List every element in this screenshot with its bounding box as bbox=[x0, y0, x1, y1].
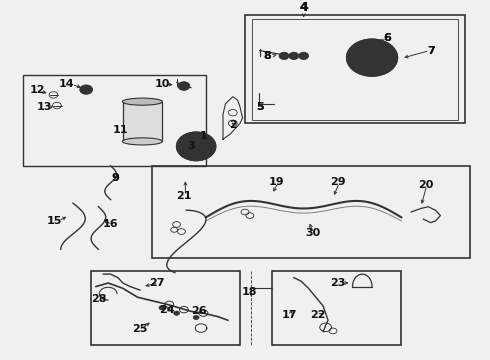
Circle shape bbox=[390, 55, 395, 60]
Bar bbox=[245, 15, 465, 123]
Bar bbox=[23, 75, 206, 166]
Text: 5: 5 bbox=[256, 102, 264, 112]
Text: 4: 4 bbox=[299, 1, 308, 14]
Circle shape bbox=[176, 132, 216, 161]
Circle shape bbox=[193, 315, 199, 320]
Text: 16: 16 bbox=[103, 220, 119, 229]
Text: 9: 9 bbox=[112, 173, 120, 183]
Text: 18: 18 bbox=[242, 287, 258, 297]
Text: 6: 6 bbox=[383, 33, 391, 43]
Circle shape bbox=[359, 42, 365, 47]
Bar bbox=[91, 271, 240, 345]
Text: 25: 25 bbox=[132, 324, 147, 334]
Text: 10: 10 bbox=[154, 79, 170, 89]
Circle shape bbox=[80, 85, 93, 94]
Circle shape bbox=[348, 55, 354, 60]
Text: 29: 29 bbox=[330, 177, 345, 187]
Bar bbox=[123, 102, 162, 141]
Circle shape bbox=[379, 68, 385, 73]
Text: 24: 24 bbox=[159, 305, 174, 315]
Text: 21: 21 bbox=[176, 191, 192, 201]
Ellipse shape bbox=[122, 98, 162, 105]
Text: 2: 2 bbox=[229, 120, 237, 130]
Text: 27: 27 bbox=[149, 278, 165, 288]
Text: 23: 23 bbox=[330, 278, 345, 288]
Text: 6: 6 bbox=[383, 33, 391, 43]
Text: 19: 19 bbox=[269, 177, 285, 187]
Text: 20: 20 bbox=[418, 180, 434, 190]
Text: 30: 30 bbox=[306, 228, 321, 238]
Ellipse shape bbox=[122, 138, 162, 145]
Text: 7: 7 bbox=[427, 46, 435, 55]
Text: 22: 22 bbox=[311, 310, 326, 320]
Circle shape bbox=[188, 141, 204, 152]
Text: 4: 4 bbox=[299, 1, 308, 14]
Circle shape bbox=[299, 52, 309, 59]
Text: 15: 15 bbox=[47, 216, 62, 226]
Circle shape bbox=[365, 53, 379, 63]
Text: 28: 28 bbox=[91, 294, 106, 304]
Circle shape bbox=[289, 52, 299, 59]
Text: 8: 8 bbox=[263, 51, 271, 61]
Text: 17: 17 bbox=[281, 310, 297, 320]
Circle shape bbox=[279, 52, 289, 59]
Text: 7: 7 bbox=[427, 46, 435, 55]
Text: 5: 5 bbox=[256, 102, 264, 112]
Bar bbox=[252, 19, 458, 120]
Bar bbox=[152, 166, 470, 258]
Text: 11: 11 bbox=[113, 125, 128, 135]
Text: 1: 1 bbox=[199, 131, 207, 141]
Text: 26: 26 bbox=[191, 306, 206, 316]
Circle shape bbox=[379, 42, 385, 47]
Circle shape bbox=[159, 306, 165, 310]
Text: 9: 9 bbox=[112, 173, 120, 183]
Text: 3: 3 bbox=[188, 141, 195, 151]
Text: 12: 12 bbox=[29, 85, 45, 95]
Circle shape bbox=[178, 82, 190, 90]
Text: 8: 8 bbox=[263, 51, 271, 61]
Circle shape bbox=[173, 311, 179, 315]
Text: 4: 4 bbox=[299, 1, 308, 14]
Bar bbox=[272, 271, 401, 345]
Circle shape bbox=[346, 39, 397, 76]
Text: 13: 13 bbox=[37, 102, 52, 112]
Circle shape bbox=[359, 68, 365, 73]
Text: 14: 14 bbox=[59, 79, 74, 89]
